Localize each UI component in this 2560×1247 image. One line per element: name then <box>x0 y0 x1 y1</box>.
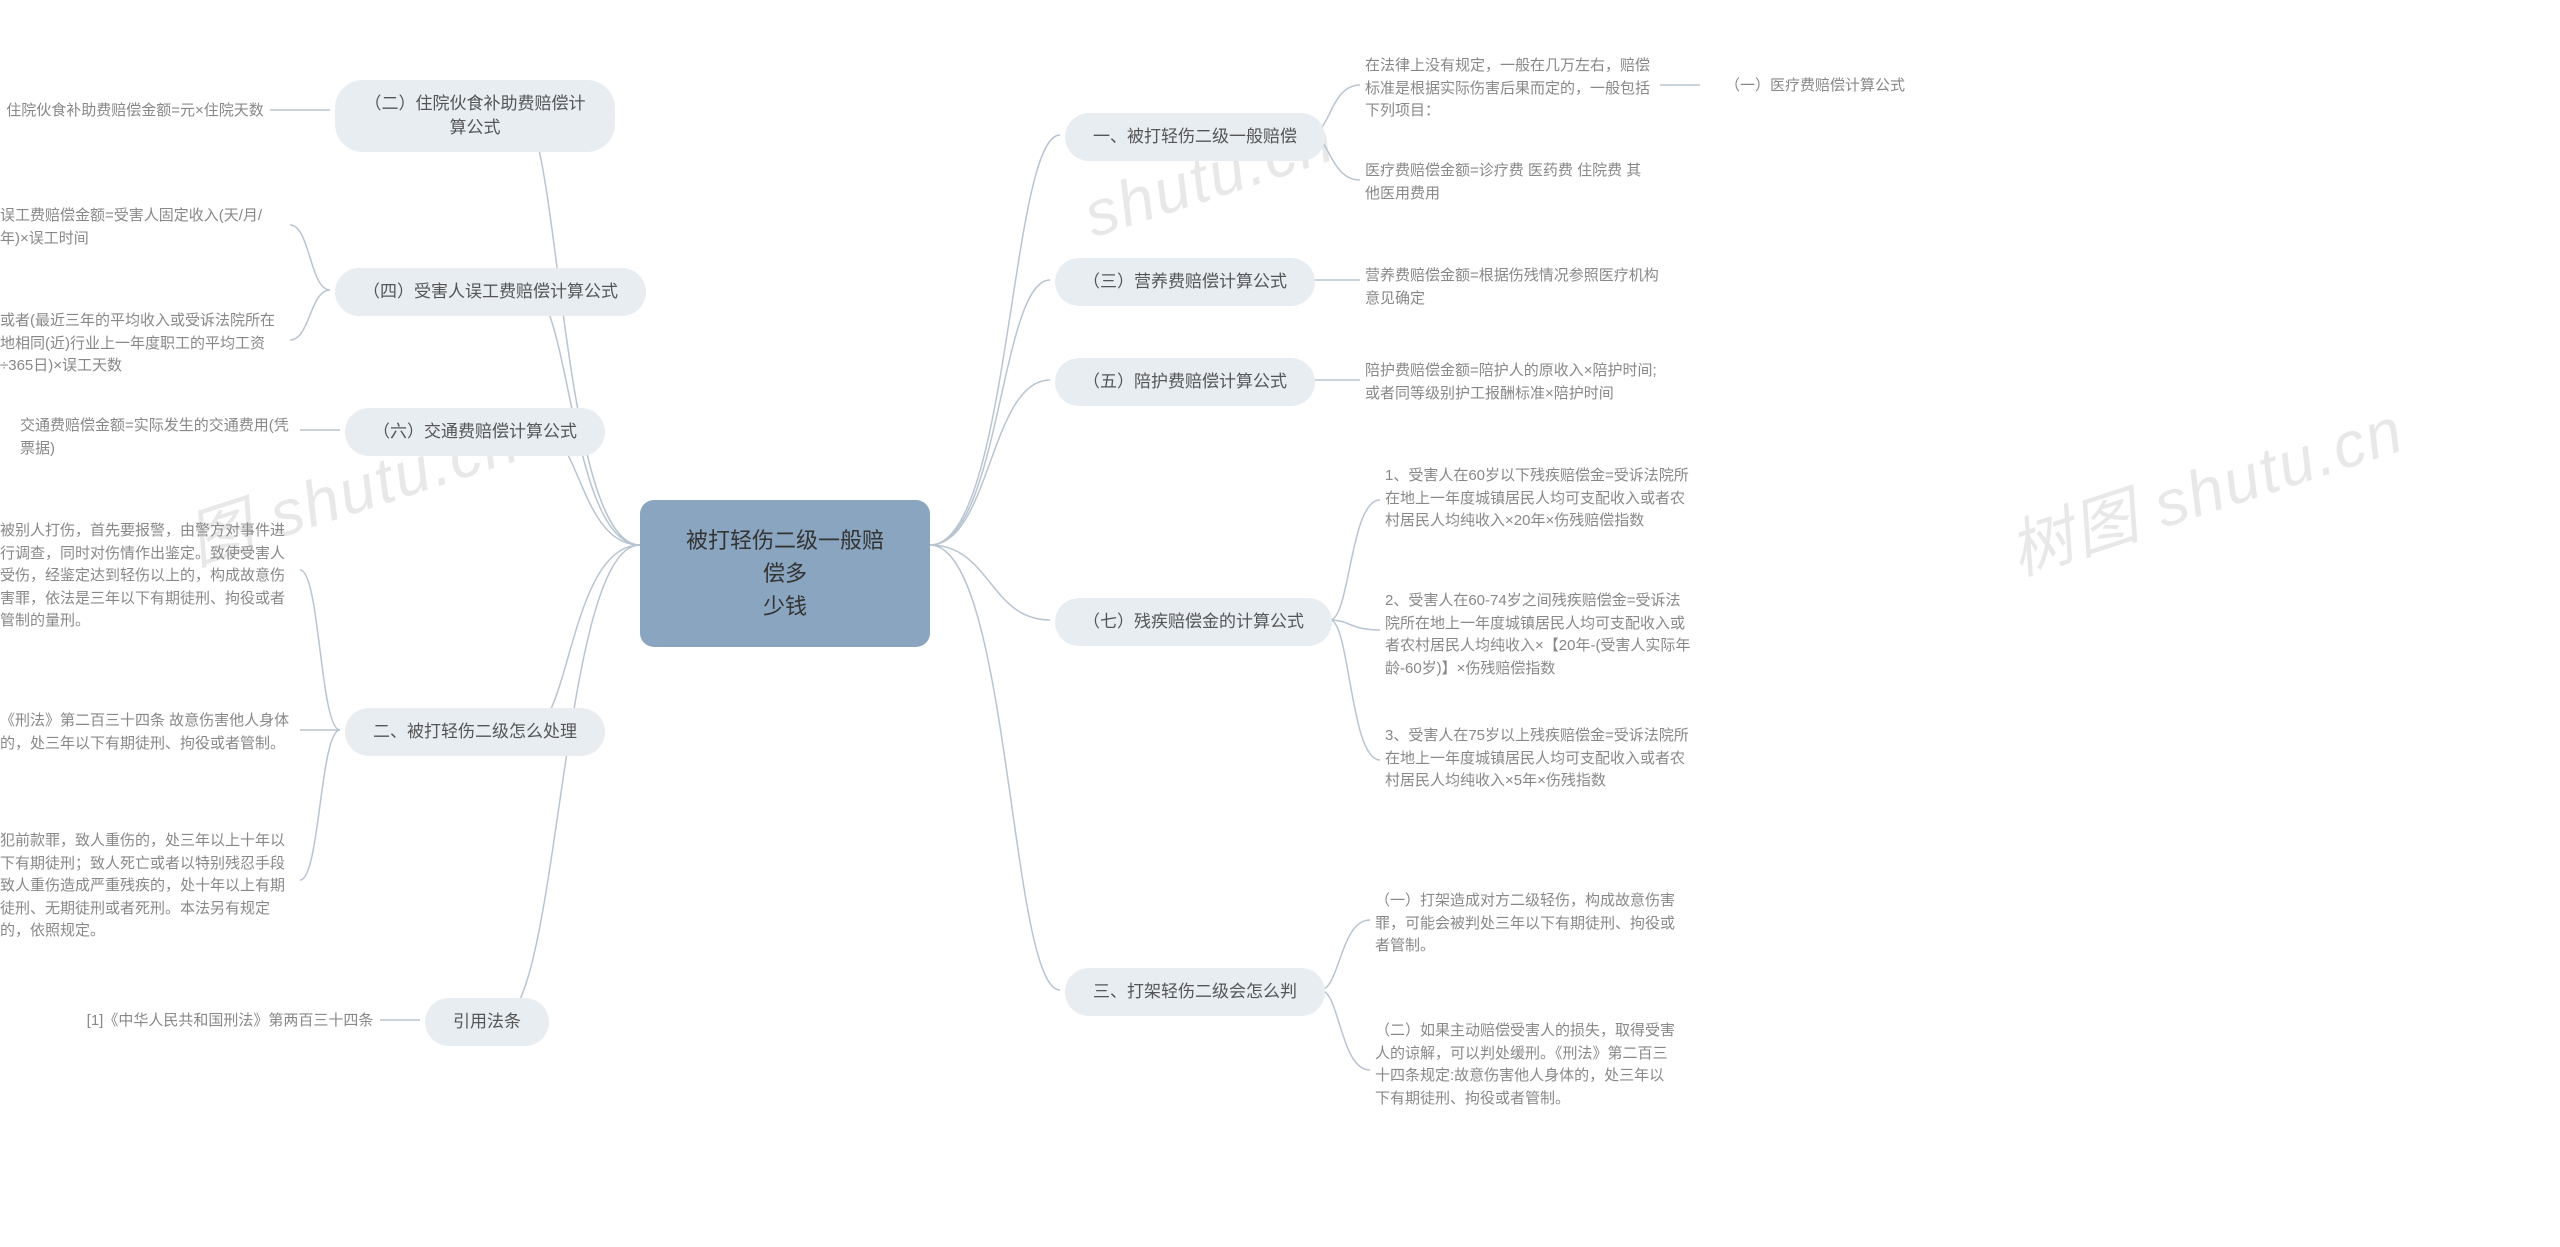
branch-label: （二）住院伙食补助费赔偿计算公式 <box>363 92 587 140</box>
leaf: 2、受害人在60-74岁之间残疾赔偿金=受诉法院所在地上一年度城镇居民人均可支配… <box>1385 590 1695 680</box>
branch-bL: 引用法条 <box>425 998 549 1046</box>
leaf: 或者(最近三年的平均收入或受诉法院所在地相同(近)行业上一年度职工的平均工资÷3… <box>0 310 280 378</box>
leaf: 交通费赔偿金额=实际发生的交通费用(凭票据) <box>20 415 290 460</box>
leaf: 陪护费赔偿金额=陪护人的原收入×陪护时间;或者同等级别护工报酬标准×陪护时间 <box>1365 360 1665 405</box>
branch-label: 三、打架轻伤二级会怎么判 <box>1093 980 1297 1004</box>
branch-label: 一、被打轻伤二级一般赔偿 <box>1093 125 1297 149</box>
root-label: 被打轻伤二级一般赔偿多少钱 <box>676 524 894 623</box>
mindmap-root: 被打轻伤二级一般赔偿多少钱 <box>640 500 930 647</box>
branch-b1: 一、被打轻伤二级一般赔偿 <box>1065 113 1325 161</box>
leaf: [1]《中华人民共和国刑法》第两百三十四条 <box>80 1010 380 1033</box>
leaf: 营养费赔偿金额=根据伤残情况参照医疗机构意见确定 <box>1365 265 1665 310</box>
watermark: 树图 shutu.cn <box>1996 379 2414 593</box>
branch-label: （六）交通费赔偿计算公式 <box>373 420 577 444</box>
branch-bH: 二、被打轻伤二级怎么处理 <box>345 708 605 756</box>
leaf: 医疗费赔偿金额=诊疗费 医药费 住院费 其他医用费用 <box>1365 160 1655 205</box>
branch-b4: （四）受害人误工费赔偿计算公式 <box>335 268 646 316</box>
leaf: 被别人打伤，首先要报警，由警方对事件进行调查，同时对伤情作出鉴定。致使受害人受伤… <box>0 520 290 633</box>
branch-b2: （二）住院伙食补助费赔偿计算公式 <box>335 80 615 152</box>
branch-label: （四）受害人误工费赔偿计算公式 <box>363 280 618 304</box>
leaf: 误工费赔偿金额=受害人固定收入(天/月/年)×误工时间 <box>0 205 280 250</box>
branch-bJ: 三、打架轻伤二级会怎么判 <box>1065 968 1325 1016</box>
leaf: 1、受害人在60岁以下残疾赔偿金=受诉法院所在地上一年度城镇居民人均可支配收入或… <box>1385 465 1695 533</box>
leaf: 《刑法》第二百三十四条 故意伤害他人身体的，处三年以下有期徒刑、拘役或者管制。 <box>0 710 290 755</box>
leaf: 在法律上没有规定，一般在几万左右，赔偿标准是根据实际伤害后果而定的，一般包括下列… <box>1365 55 1655 123</box>
leaf-extra: （一）医疗费赔偿计算公式 <box>1710 75 1920 98</box>
branch-b5: （五）陪护费赔偿计算公式 <box>1055 358 1315 406</box>
leaf: 3、受害人在75岁以上残疾赔偿金=受诉法院所在地上一年度城镇居民人均可支配收入或… <box>1385 725 1695 793</box>
branch-b6: （六）交通费赔偿计算公式 <box>345 408 605 456</box>
leaf: （二）如果主动赔偿受害人的损失，取得受害人的谅解，可以判处缓刑。《刑法》第二百三… <box>1375 1020 1675 1110</box>
branch-label: （七）残疾赔偿金的计算公式 <box>1083 610 1304 634</box>
branch-b7: （七）残疾赔偿金的计算公式 <box>1055 598 1332 646</box>
leaf: 住院伙食补助费赔偿金额=元×住院天数 <box>0 100 270 123</box>
branch-label: 二、被打轻伤二级怎么处理 <box>373 720 577 744</box>
leaf: 犯前款罪，致人重伤的，处三年以上十年以下有期徒刑；致人死亡或者以特别残忍手段致人… <box>0 830 290 943</box>
leaf: （一）打架造成对方二级轻伤，构成故意伤害罪，可能会被判处三年以下有期徒刑、拘役或… <box>1375 890 1675 958</box>
branch-label: （三）营养费赔偿计算公式 <box>1083 270 1287 294</box>
branch-b3: （三）营养费赔偿计算公式 <box>1055 258 1315 306</box>
branch-label: 引用法条 <box>453 1010 521 1034</box>
branch-label: （五）陪护费赔偿计算公式 <box>1083 370 1287 394</box>
